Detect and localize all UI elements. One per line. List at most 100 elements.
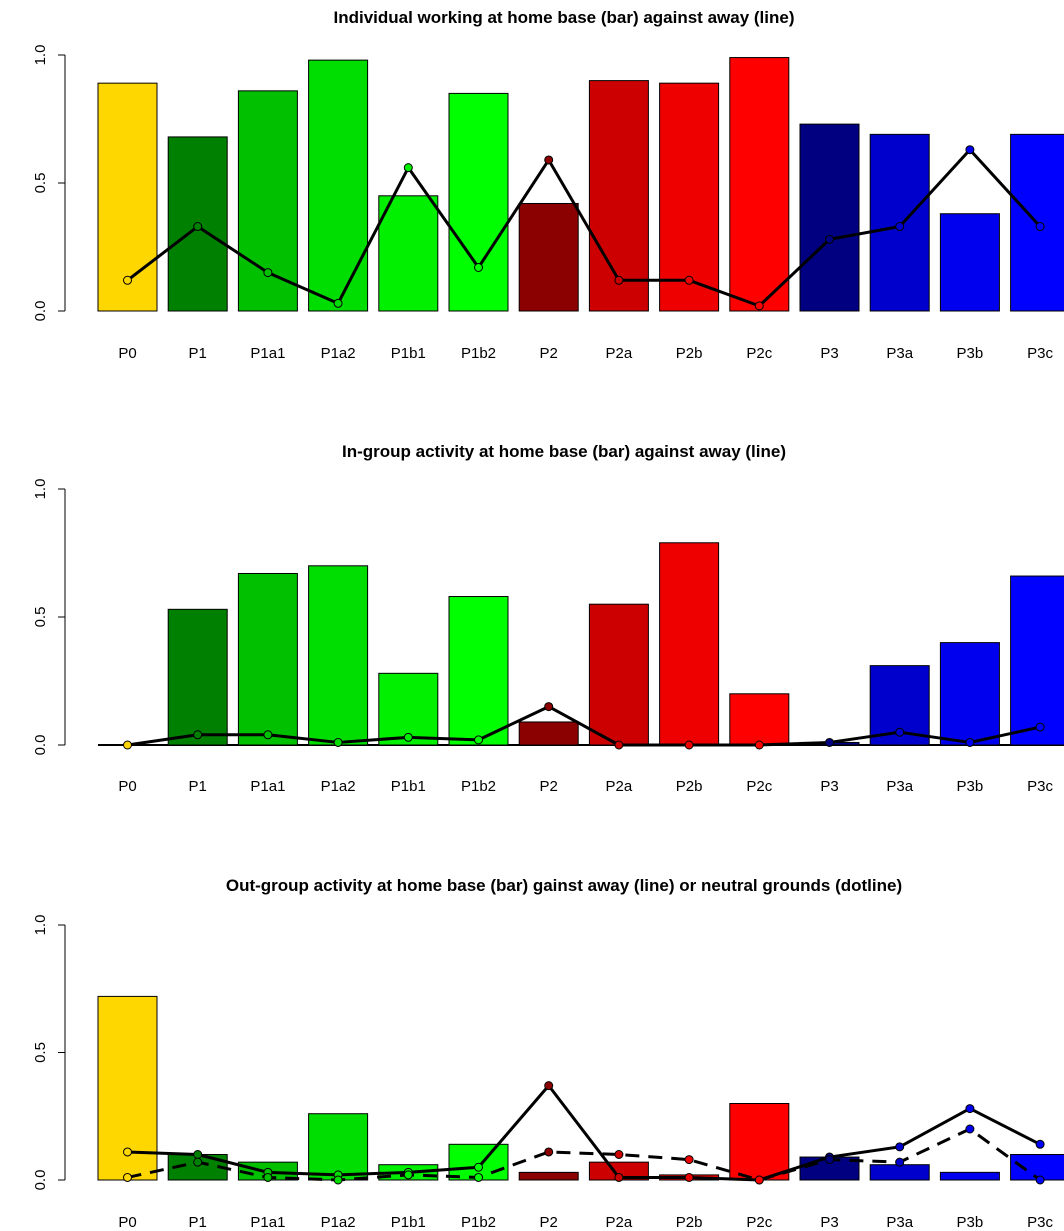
away-point-P1b1 [403,163,413,173]
away-point-P1 [193,222,203,232]
away-point-P3c [1035,1139,1045,1149]
x-tick-label: P2a [606,1214,633,1231]
bar-P3c [1010,575,1064,746]
neutral-point-P2a [614,1150,624,1159]
bar-P2 [518,1171,579,1181]
away-line [127,1084,1041,1182]
bar-P0 [97,82,158,312]
away-point-P3b [965,737,975,747]
away-point-P1a2 [333,737,343,747]
neutral-point-P3c [1035,1175,1045,1185]
x-tick-label: P3a [886,778,913,795]
away-point-P1 [193,1150,203,1159]
away-point-P0 [123,1147,132,1157]
neutral-point-P1 [193,1157,203,1167]
away-point-P2 [544,702,554,712]
neutral-point-P1b1 [403,1170,413,1180]
chart-panel-2: In-group activity at home base (bar) aga… [32,442,1064,795]
x-tick-label: P1 [189,778,207,795]
neutral-point-P1a2 [333,1175,343,1185]
x-tick-label: P2b [676,778,703,795]
away-point-P1b1 [403,732,413,742]
bar-P1a1 [237,90,298,312]
x-tick-label: P2c [746,345,772,362]
bar-P1a2 [308,565,369,746]
away-point-P2 [544,155,554,165]
x-tick-label: P0 [118,778,136,795]
x-tick-label: P3 [820,1214,838,1231]
away-point-P3a [895,727,905,737]
bar-P2a [588,80,649,312]
x-tick-label: P3b [957,1214,984,1231]
x-tick-label: P3c [1027,345,1053,362]
away-point-P1b2 [474,262,483,272]
x-tick-label: P1a2 [321,778,356,795]
y-tick-label: 1.0 [32,915,49,936]
x-tick-label: P1 [189,345,207,362]
bar-P3b [939,1171,1000,1181]
chart-panel-3: Out-group activity at home base (bar) ga… [32,876,1064,1231]
x-tick-label: P1b2 [461,778,496,795]
bar-P3a [869,1164,930,1181]
x-tick-label: P1 [189,1214,207,1231]
x-tick-label: P0 [118,1214,136,1231]
neutral-point-P1a1 [263,1172,273,1182]
away-point-P1b2 [474,735,483,745]
x-tick-label: P1b1 [391,1214,426,1231]
x-tick-label: P3 [820,778,838,795]
neutral-point-P3a [895,1157,905,1167]
x-tick-label: P1b2 [461,345,496,362]
away-point-P1a1 [263,268,273,278]
neutral-point-P2 [544,1147,554,1157]
x-tick-label: P2b [676,1214,703,1231]
y-tick-label: 0.0 [32,1170,49,1191]
x-tick-label: P3a [886,1214,913,1231]
away-line [126,148,1042,308]
bar-P1a2 [308,1113,369,1181]
away-point-P3b [965,145,975,155]
away-point-P1a1 [263,730,273,740]
x-tick-label: P3c [1027,1214,1053,1231]
away-point-P2a [614,275,624,285]
y-tick-label: 0.0 [32,301,49,322]
neutral-point-P3 [825,1155,834,1165]
away-point-P2a [614,1172,624,1182]
bar-P1 [167,608,228,746]
bar-P2c [729,693,790,746]
away-point-P2b [684,1172,694,1182]
y-tick-label: 1.0 [32,479,49,500]
x-tick-label: P3b [957,345,984,362]
away-point-P3a [895,1142,905,1152]
x-tick-label: P0 [118,345,136,362]
bar-P1b2 [448,1143,509,1181]
x-tick-label: P1a2 [321,1214,356,1231]
y-tick-label: 0.5 [32,173,49,194]
away-line [127,705,1041,747]
x-tick-label: P2 [540,778,558,795]
bar-P1b1 [378,195,439,312]
away-point-P2b [684,740,694,750]
x-tick-label: P3 [820,345,838,362]
bar-P1a2 [308,59,369,312]
x-tick-label: P1b1 [391,345,426,362]
away-point-P3a [895,222,905,232]
y-tick-label: 1.0 [32,45,49,66]
away-point-P1 [193,730,203,740]
y-tick-label: 0.0 [32,735,49,756]
bar-P1b2 [448,596,509,746]
away-point-P2b [684,275,694,285]
neutral-line [127,1127,1041,1182]
away-point-P0 [123,740,132,750]
x-tick-label: P2c [746,778,772,795]
bar-P3b [939,642,1000,746]
bar-P2b [659,542,720,746]
x-tick-label: P1b1 [391,778,426,795]
bar-P2b [659,82,720,312]
bar-P2 [518,202,579,312]
neutral-point-P1b2 [474,1172,483,1182]
bar-P1b2 [448,92,509,312]
away-point-P1b2 [474,1162,483,1172]
away-point-P1a2 [333,298,343,308]
chart-title: Out-group activity at home base (bar) ga… [226,876,902,895]
